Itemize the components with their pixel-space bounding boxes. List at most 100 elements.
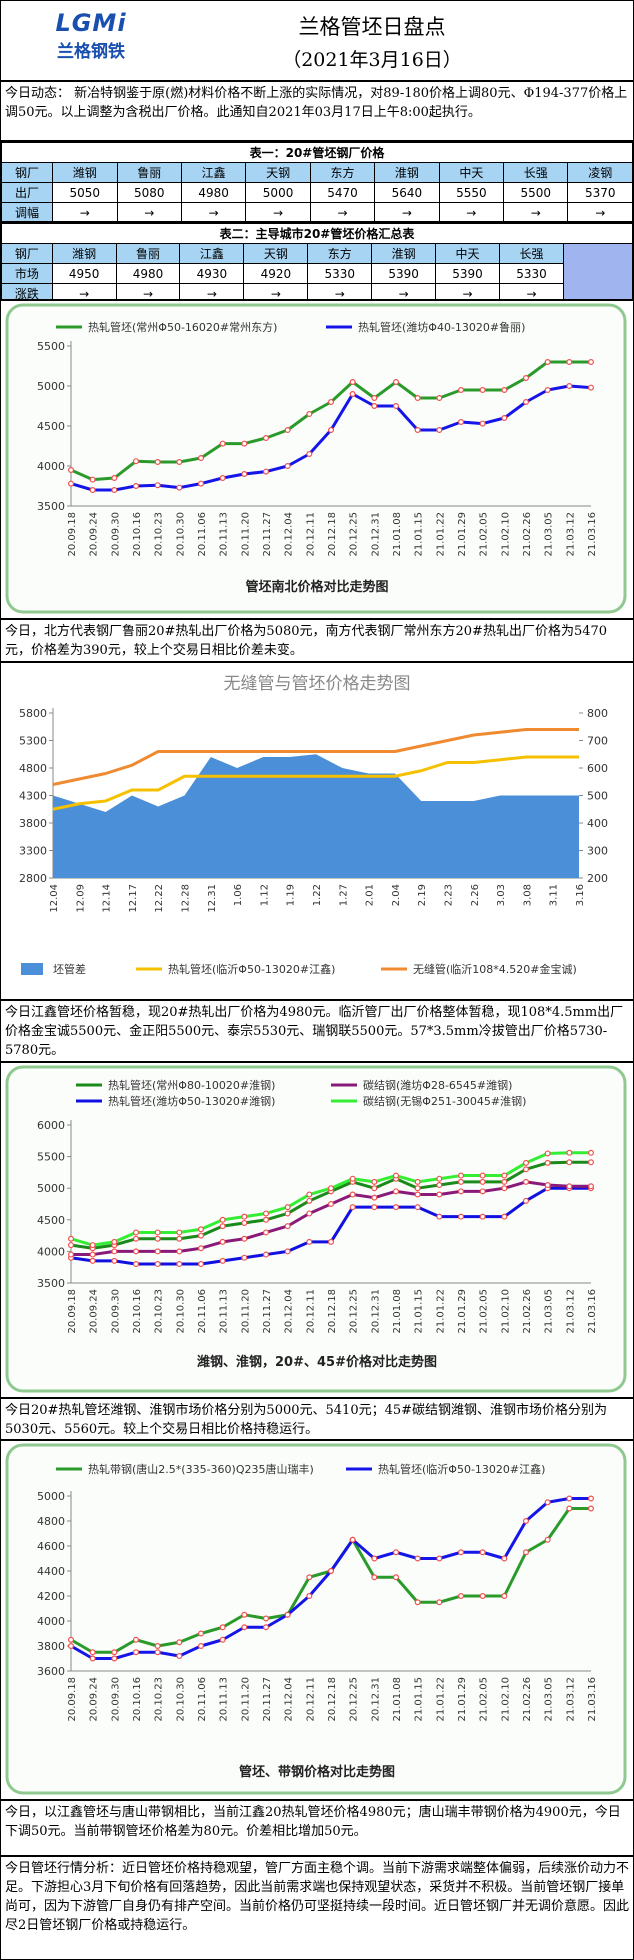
marker: [501, 386, 508, 393]
table-cell: 5640: [374, 182, 440, 203]
table-blank: [563, 243, 633, 299]
marker: [544, 1182, 551, 1189]
marker: [566, 1495, 573, 1502]
marker: [89, 1242, 96, 1249]
table-row: 钢厂 潍钢 鲁丽 江鑫 天钢 东方 淮钢 中天 长强: [1, 243, 633, 299]
x-tick-label: 20.11.13: [219, 1677, 230, 1722]
marker: [479, 1188, 486, 1195]
marker: [133, 1636, 140, 1643]
marker: [198, 1245, 205, 1252]
marker: [436, 1213, 443, 1220]
y2-tick-label: 700: [587, 735, 608, 748]
marker: [544, 1499, 551, 1506]
marker: [154, 1248, 161, 1255]
marker: [67, 1643, 74, 1650]
y-tick-label: 3800: [37, 1640, 65, 1653]
table-cell: 调幅: [1, 202, 54, 221]
marker: [306, 1197, 313, 1204]
x-tick-label: 20.12.18: [327, 1289, 338, 1334]
marker: [198, 480, 205, 487]
table-cell: 5370: [567, 182, 633, 203]
marker: [176, 459, 183, 466]
x-tick-label: 20.11.20: [240, 512, 251, 557]
x-tick-label: 20.12.18: [327, 512, 338, 557]
marker: [349, 1536, 356, 1543]
marker: [89, 487, 96, 494]
note: 今日江鑫管坯价格暂稳，现20#热轧出厂价格为4980元。临沂管厂出厂价格整体暂稳…: [0, 1000, 634, 1062]
legend-label: 碳结钢(无锡Φ251-30045#淮钢): [363, 1094, 526, 1108]
x-tick-label: 12.14: [102, 884, 113, 913]
analysis: 今日管坯行情分析：近日管坯价格持稳观望，管厂方面主稳个调。当前下游需求端整体偏弱…: [0, 1856, 634, 1960]
y-tick-label: 4500: [37, 1214, 65, 1227]
marker: [522, 1166, 529, 1173]
marker: [67, 1235, 74, 1242]
marker: [219, 1216, 226, 1223]
chart: 3500 4000 4500 5000 5500 20.09.18 20.09.24 20.0…: [5, 303, 627, 614]
marker: [263, 435, 270, 442]
legend-swatch: [21, 963, 43, 975]
x-tick-label: 21.03.05: [544, 1677, 555, 1722]
table-row: 出厂 5050 5080 4980 5000 5470 5640 5550 5500 5370: [1, 182, 633, 203]
y-tick-label: 5000: [37, 380, 65, 393]
x-tick-label: 21.02.10: [500, 1289, 511, 1334]
marker: [198, 1226, 205, 1233]
line: [52, 755, 579, 811]
marker: [371, 1555, 378, 1562]
table-cell: 出厂: [1, 182, 54, 203]
marker: [371, 1194, 378, 1201]
x-tick-label: 20.09.18: [67, 1677, 78, 1722]
x-tick-label: 20.10.30: [175, 512, 186, 557]
table-cell: 5080: [116, 182, 182, 203]
table-cell: →: [374, 202, 440, 221]
x-tick-label: 20.09.24: [89, 512, 100, 557]
x-tick-label: 12.31: [207, 884, 218, 913]
marker: [349, 378, 356, 385]
y-tick-label: 4000: [37, 1245, 65, 1258]
table-cell: →: [179, 283, 245, 299]
x-tick-label: 20.09.30: [110, 1677, 121, 1722]
x-tick-label: 20.12.04: [284, 1677, 295, 1722]
date: （2021年3月16日）: [282, 49, 462, 71]
y-tick-label: 3800: [19, 817, 47, 830]
marker: [176, 1639, 183, 1646]
y-tick-label: 4800: [37, 1515, 65, 1528]
table-cell: 江鑫: [179, 243, 245, 264]
x-tick-label: 20.12.11: [305, 1289, 316, 1334]
legend-label: 坯管差: [53, 962, 86, 976]
marker: [566, 1149, 573, 1156]
marker: [501, 1213, 508, 1220]
table-cell: 市场: [1, 263, 53, 284]
marker: [566, 358, 573, 365]
marker: [263, 1210, 270, 1217]
marker: [306, 1191, 313, 1198]
chart-title: 管坯、带钢价格对比走势图: [239, 1764, 395, 1780]
marker: [587, 1149, 594, 1156]
marker: [328, 398, 335, 405]
marker: [263, 1624, 270, 1631]
y-tick-label: 3600: [37, 1665, 65, 1678]
y-tick-label: 4400: [37, 1565, 65, 1578]
marker: [393, 1574, 400, 1581]
marker: [414, 394, 421, 401]
x-tick-label: 2.26: [470, 884, 481, 906]
legend-label: 热轧管坯(临沂Φ50-13020#江鑫): [378, 1462, 545, 1476]
x-tick-label: 3.16: [575, 884, 586, 906]
marker: [241, 440, 248, 447]
marker: [479, 1549, 486, 1556]
table-cell: →: [51, 283, 117, 299]
x-tick-label: 20.12.11: [305, 1677, 316, 1722]
note: 今日，北方代表钢厂鲁丽20#热轧出厂价格为5080元，南方代表钢厂常州东方20#…: [0, 619, 634, 662]
table-title: 表二：主导城市20#管坯价格汇总表: [1, 223, 633, 244]
x-tick-label: 21.02.05: [479, 512, 490, 557]
area: [53, 754, 579, 878]
chart2-box: 2800 3300 3800 4300 4800 5300 5800 200 300 400 500…: [0, 662, 634, 1000]
chart-frame: [5, 303, 627, 614]
x-tick-label: 20.10.23: [154, 1289, 165, 1334]
table-cell: 凌钢: [567, 162, 633, 183]
marker: [458, 1188, 465, 1195]
marker: [111, 1238, 118, 1245]
x-tick-label: 20.09.30: [110, 1289, 121, 1334]
x-tick-label: 21.02.26: [522, 1289, 533, 1334]
marker: [67, 1242, 74, 1249]
